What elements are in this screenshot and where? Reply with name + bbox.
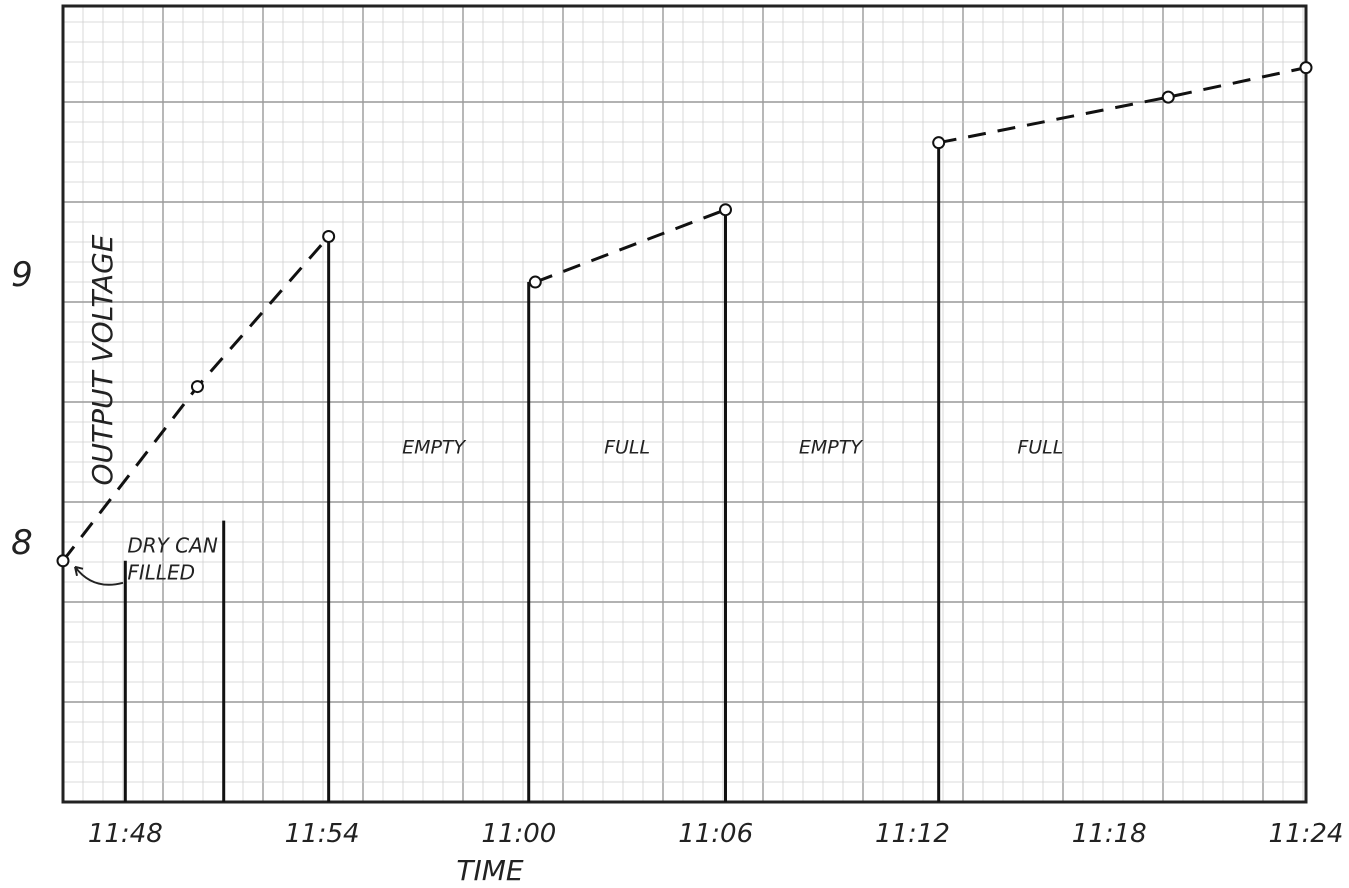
x-tick-label: 11:12 (875, 819, 950, 849)
data-point (932, 136, 946, 150)
x-tick-label: 11:00 (481, 819, 556, 849)
series-line (534, 208, 727, 284)
x-tick-label: 11:48 (88, 819, 163, 849)
series-line (938, 66, 1307, 145)
x-axis-label: TIME (456, 854, 524, 887)
y-tick-labels: 89 (11, 255, 33, 563)
data-point (528, 275, 542, 289)
data-point (1299, 61, 1313, 75)
graph-paper-grid (63, 6, 1306, 802)
data-point (322, 229, 336, 243)
region-label: EMPTY (799, 437, 863, 459)
marker-group (56, 61, 1313, 568)
x-tick-label: 11:54 (285, 819, 360, 849)
x-tick-labels: 11:48 11:54 11:00 11:06 11:12 11:18 11:24 (88, 819, 1344, 849)
data-point (718, 203, 732, 217)
y-tick-label: 8 (11, 523, 33, 563)
region-label: EMPTY (402, 437, 466, 459)
annotations: EMPTY FULL EMPTY FULL DRY CAN FILLED (127, 437, 1063, 585)
x-tick-label: 11:24 (1269, 819, 1344, 849)
region-label: FULL (604, 437, 650, 459)
data-point (56, 554, 70, 568)
y-axis-label: OUTPUT VOLTAGE (86, 234, 119, 485)
y-tick-label: 9 (11, 255, 33, 295)
vertical-markers (123, 142, 941, 802)
region-label: FULL (1017, 437, 1063, 459)
series-group (61, 66, 1307, 562)
note-label: DRY CAN (127, 534, 218, 558)
data-point (190, 380, 204, 394)
annotation-arrow (74, 565, 124, 586)
note-label: FILLED (127, 561, 195, 585)
x-tick-label: 11:18 (1072, 819, 1147, 849)
x-tick-label: 11:06 (678, 819, 753, 849)
data-point (1161, 90, 1175, 104)
plot-frame (61, 4, 1308, 804)
